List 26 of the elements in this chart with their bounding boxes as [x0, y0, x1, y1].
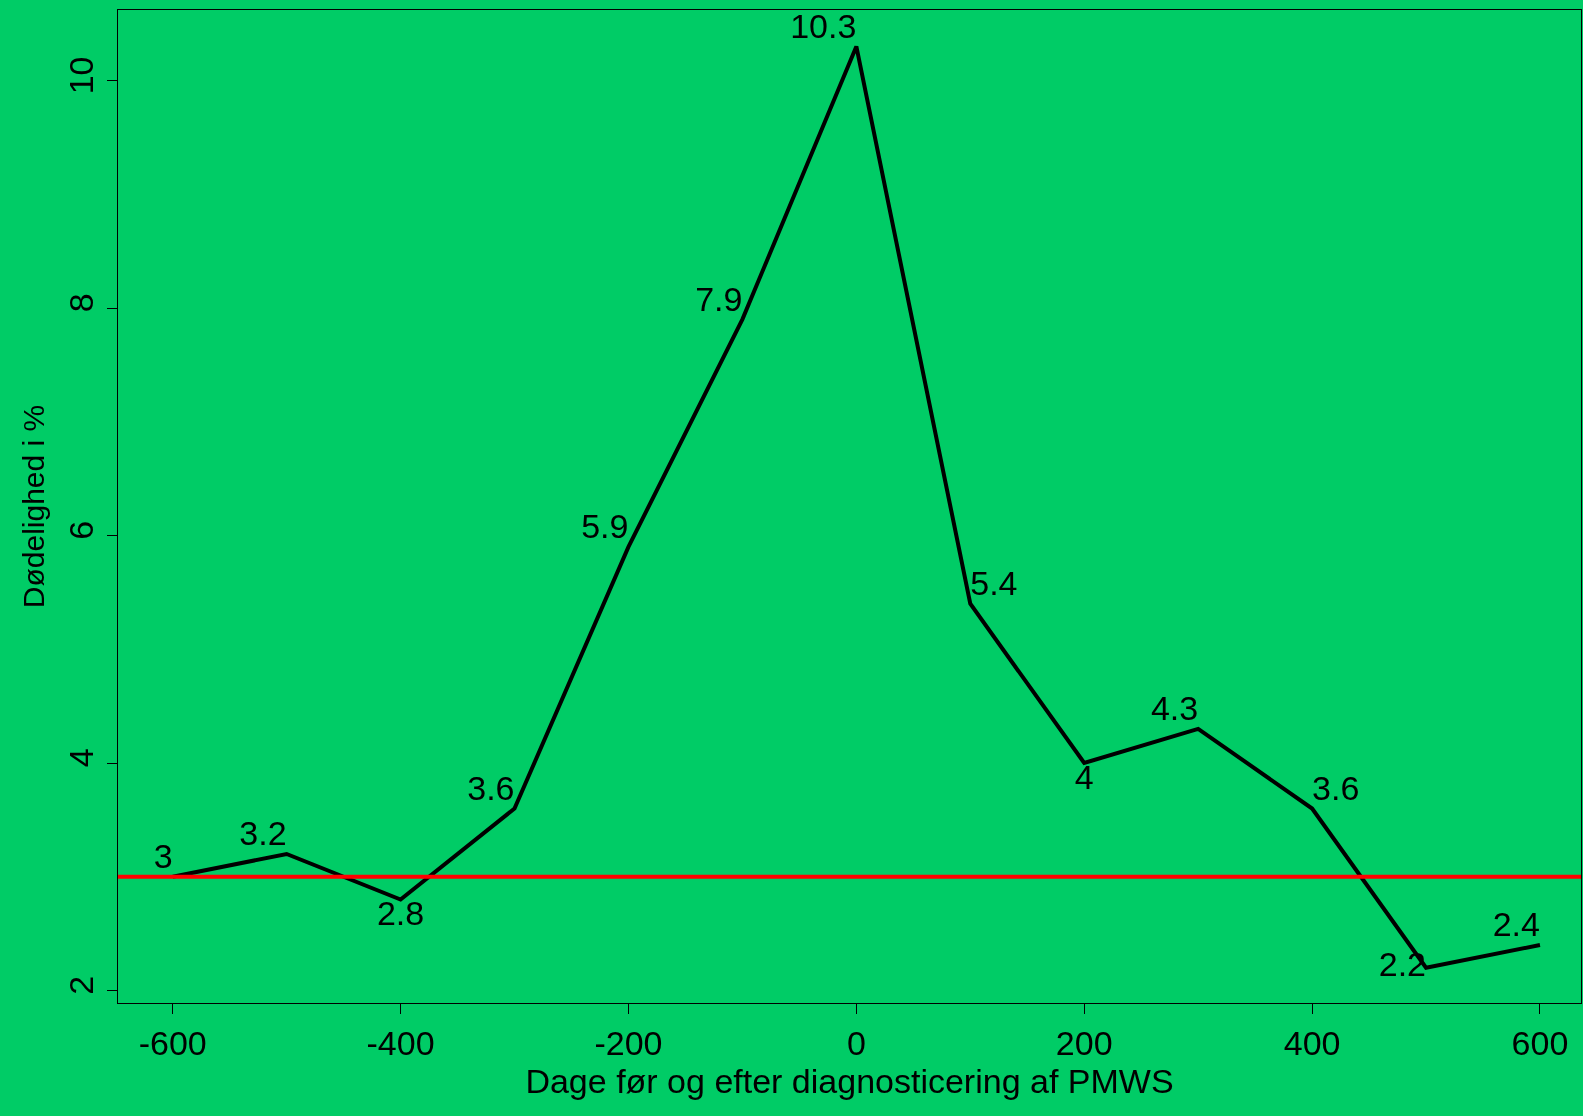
x-tick-label: 200 — [1055, 1023, 1113, 1062]
y-tick-label: 8 — [62, 293, 101, 313]
x-tick-label: 400 — [1283, 1023, 1341, 1062]
x-tick-label: -400 — [366, 1023, 435, 1062]
data-label: 3.6 — [467, 768, 515, 807]
data-label: 4 — [1074, 757, 1094, 796]
data-label: 2.8 — [376, 893, 425, 932]
data-label: 5.4 — [970, 564, 1018, 603]
data-label: 3.6 — [1312, 768, 1360, 807]
data-label: 4.3 — [1150, 689, 1199, 728]
data-label: 7.9 — [695, 279, 743, 318]
y-tick-label: 10 — [62, 56, 101, 95]
y-tick-label: 2 — [62, 975, 101, 995]
data-label: 3.2 — [239, 814, 287, 853]
x-tick-label: 0 — [846, 1023, 866, 1062]
x-axis-title: Dage før og efter diagnosticering af PMWS — [525, 1061, 1174, 1100]
x-tick-label: -200 — [594, 1023, 663, 1062]
data-label: 3 — [153, 837, 173, 876]
data-label: 10.3 — [790, 6, 857, 45]
data-label: 5.9 — [581, 507, 629, 546]
data-label: 2.4 — [1492, 905, 1540, 944]
y-axis-title: Dødelighed i % — [17, 404, 51, 609]
x-tick-label: -600 — [138, 1023, 207, 1062]
y-tick-label: 4 — [62, 748, 101, 768]
x-tick-label: 600 — [1511, 1023, 1569, 1062]
y-tick-label: 6 — [62, 520, 101, 540]
